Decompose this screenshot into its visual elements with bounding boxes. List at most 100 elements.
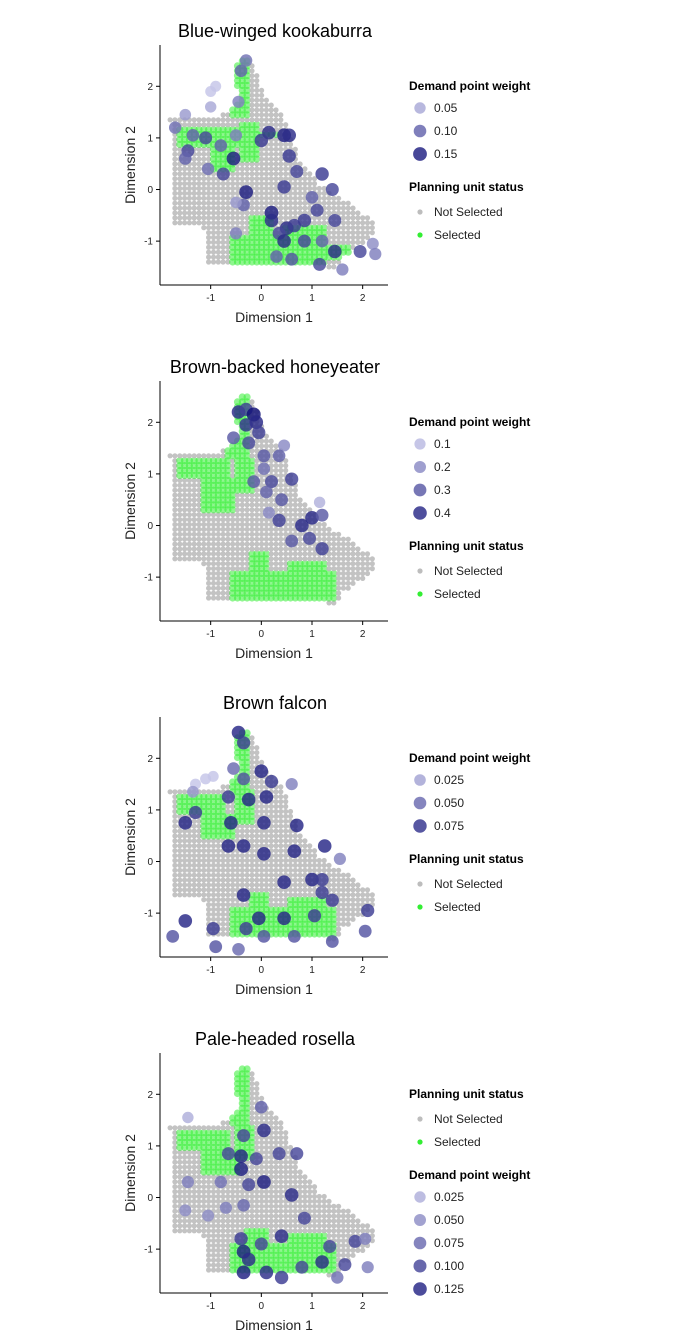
planning-unit [206, 857, 212, 864]
planning-unit [307, 848, 313, 854]
planning-unit [225, 225, 231, 231]
planning-unit [234, 117, 241, 123]
planning-unit [302, 1193, 308, 1200]
planning-unit [278, 210, 284, 216]
planning-unit [254, 784, 260, 790]
planning-unit [182, 122, 188, 128]
planning-unit [182, 1228, 188, 1234]
planning-unit [220, 921, 226, 927]
planning-unit [215, 1238, 221, 1244]
demand-point [297, 234, 311, 248]
demand-point [230, 196, 242, 209]
weight-legend-label: 0.15 [434, 147, 458, 161]
demand-point [275, 493, 288, 507]
planning-unit [230, 210, 236, 216]
planning-unit [263, 1223, 269, 1229]
planning-unit [244, 546, 250, 552]
x-axis-label: Dimension 1 [235, 1317, 313, 1333]
status-legend-key [417, 232, 423, 238]
planning-unit [215, 862, 221, 868]
planning-unit [206, 210, 212, 216]
planning-unit [249, 1203, 255, 1209]
planning-unit [215, 585, 221, 591]
planning-unit [201, 892, 207, 898]
planning-unit [239, 215, 245, 221]
planning-unit [268, 463, 274, 469]
planning-unit [311, 848, 318, 854]
planning-unit [345, 1228, 351, 1234]
demand-point [239, 922, 253, 936]
planning-unit [273, 166, 279, 172]
planning-unit [268, 882, 274, 888]
planning-unit-selected [224, 1129, 232, 1137]
planning-unit [355, 230, 361, 236]
planning-unit [297, 497, 303, 503]
planning-unit [172, 467, 178, 474]
weight-legend-key [414, 438, 426, 450]
planning-unit [326, 536, 332, 542]
planning-unit [182, 1149, 188, 1155]
planning-unit [234, 867, 241, 873]
planning-unit [230, 541, 236, 547]
planning-unit [220, 1228, 226, 1234]
planning-unit [182, 185, 188, 192]
planning-unit [297, 531, 303, 537]
planning-units [167, 729, 375, 942]
planning-unit [191, 156, 197, 162]
planning-unit [225, 580, 231, 586]
planning-unit [360, 556, 366, 562]
demand-point [305, 872, 319, 887]
planning-unit [191, 1223, 197, 1229]
planning-unit [273, 872, 279, 878]
planning-unit [230, 1233, 236, 1239]
planning-unit [350, 916, 356, 922]
planning-unit [321, 1193, 327, 1200]
planning-unit [263, 882, 269, 888]
planning-unit [215, 911, 221, 917]
planning-unit [225, 1247, 231, 1253]
demand-point [297, 1211, 311, 1225]
planning-unit [230, 1130, 236, 1136]
planning-unit [206, 1228, 212, 1234]
planning-unit [331, 600, 337, 606]
planning-unit [302, 551, 308, 557]
planning-unit [369, 561, 375, 567]
planning-unit [172, 541, 178, 547]
demand-point [277, 875, 291, 889]
planning-unit [340, 921, 346, 927]
planning-unit [278, 857, 284, 864]
planning-unit [254, 828, 260, 834]
planning-unit [196, 151, 202, 157]
planning-unit [278, 1213, 284, 1219]
planning-unit [182, 526, 188, 532]
planning-unit [292, 492, 298, 498]
planning-unit [278, 823, 284, 829]
planning-unit [225, 536, 231, 542]
planning-unit [249, 82, 255, 89]
planning-unit [326, 230, 332, 236]
planning-unit [345, 210, 351, 216]
planning-unit [230, 853, 236, 859]
planning-unit [215, 536, 221, 542]
planning-unit [249, 502, 255, 508]
planning-unit [350, 225, 356, 231]
planning-unit [177, 877, 183, 883]
planning-unit [230, 512, 236, 518]
planning-unit [191, 872, 197, 878]
demand-point [237, 1129, 251, 1143]
planning-unit [172, 546, 178, 552]
planning-unit [350, 877, 356, 883]
planning-unit [177, 497, 183, 503]
planning-unit [336, 1223, 342, 1229]
planning-unit [249, 97, 255, 103]
planning-unit [268, 185, 274, 192]
planning-unit [220, 867, 226, 873]
planning-unit [273, 897, 279, 903]
x-tick-label: 0 [259, 629, 265, 640]
demand-point [254, 1237, 268, 1251]
planning-unit [215, 892, 221, 898]
planning-unit [297, 1184, 303, 1190]
planning-unit [268, 546, 274, 552]
planning-unit [177, 1154, 183, 1160]
planning-unit [249, 759, 255, 765]
